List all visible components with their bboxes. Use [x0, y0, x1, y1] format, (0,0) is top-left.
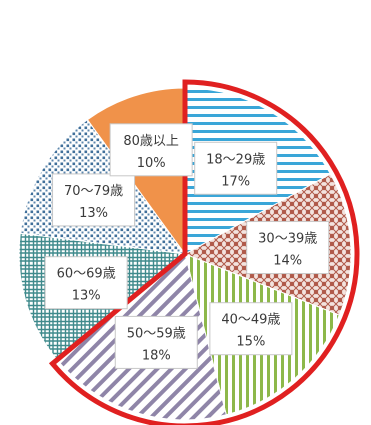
value-label-1: 17% [221, 174, 250, 189]
value-label-6: 13% [79, 206, 108, 221]
category-label-2: 30～39歳 [258, 232, 317, 247]
value-label-3: 15% [236, 335, 265, 350]
category-label-5: 60～69歳 [57, 267, 116, 282]
category-label-3: 40～49歳 [221, 313, 280, 328]
category-label-6: 70～79歳 [64, 184, 123, 199]
data-label-box-3 [209, 302, 293, 356]
category-label-7: 80歳以上 [123, 134, 179, 149]
value-label-5: 13% [72, 289, 101, 304]
highlight-outline [48, 79, 360, 425]
category-label-1: 18～29歳 [206, 152, 265, 167]
category-label-4: 50～59歳 [127, 326, 186, 341]
data-label-box-4 [114, 315, 198, 369]
data-label-box-1 [194, 141, 278, 195]
data-label-box-2 [246, 221, 330, 275]
data-label-box-7 [109, 123, 193, 177]
data-label-box-6 [52, 173, 136, 227]
value-label-4: 18% [142, 348, 171, 363]
data-label-box-5 [44, 256, 128, 310]
value-label-2: 14% [273, 254, 302, 269]
value-label-7: 10% [137, 156, 166, 171]
